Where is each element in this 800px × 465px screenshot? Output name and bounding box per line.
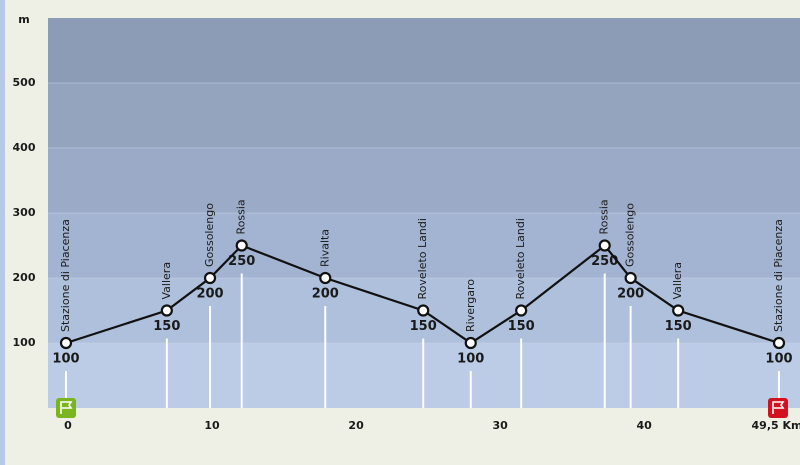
point [624,271,637,285]
y-tick-label: 300 [13,206,36,219]
band [48,148,800,213]
x-tick-label: 30 [492,419,508,432]
point-name: Stazione di Piacenza [59,219,72,332]
x-tick-label: 10 [204,419,220,432]
y-tick-label: 400 [13,141,36,154]
value-label: 150 [508,319,535,334]
point [772,336,786,350]
point-name: Rossia [598,199,611,234]
point [672,304,685,317]
point [203,271,217,285]
profile-line [65,243,780,345]
band [48,83,800,148]
point-name: Rivergaro [464,279,477,332]
point [464,336,477,350]
value-label: 150 [410,319,437,334]
point [160,304,173,317]
point-name: Vallera [671,262,684,300]
value-label: 250 [591,254,618,269]
band [48,18,800,83]
value-label: 100 [52,352,79,367]
value-label: 200 [196,287,223,302]
point-name: Rivalta [318,229,331,267]
point [515,304,528,317]
value-label: 200 [617,287,644,302]
point-name: Rossia [235,199,248,234]
flag-shape [60,401,73,414]
y-tick-label: 200 [13,271,36,284]
y-tick-label: 100 [13,336,36,349]
band [48,213,800,278]
x-tick-label: 0 [64,419,72,432]
point-name: Roveleto Landi [416,218,429,299]
point [417,304,430,317]
point [59,336,73,350]
y-tick-label: 500 [13,76,36,89]
value-label: 100 [457,352,484,367]
flag-shape [772,401,785,414]
point-name: Gossolengo [203,203,216,267]
value-label: 150 [665,319,692,334]
x-tick-label: 40 [637,419,653,432]
x-tick-label: 49,5 Km [752,419,800,432]
point-name: Roveleto Landi [514,218,527,299]
side-stripe [0,0,5,465]
value-label: 200 [312,287,339,302]
y-axis-label: m [18,13,29,26]
point [235,239,248,252]
x-tick-label: 20 [348,419,364,432]
point-name: Stazione di Piacenza [772,219,785,332]
value-label: 100 [765,352,792,367]
point-name: Vallera [160,262,173,300]
point-name: Gossolengo [624,203,637,267]
value-label: 250 [228,254,255,269]
bands [48,18,800,408]
value-label: 150 [153,319,180,334]
point [598,239,611,252]
point [319,271,332,285]
